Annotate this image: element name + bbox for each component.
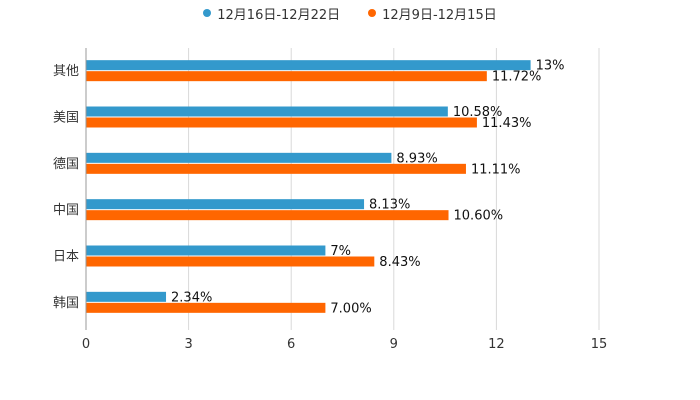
data-label-s2-4: 8.43%	[379, 255, 420, 270]
data-label-s1-2: 8.93%	[396, 151, 437, 166]
x-tick-label-1: 3	[184, 337, 192, 352]
y-category-label-2: 德国	[53, 157, 79, 172]
legend-label-series-2: 12月9日-12月15日	[382, 7, 497, 23]
legend-label-series-1: 12月16日-12月22日	[217, 7, 341, 23]
bar-s2-4	[86, 256, 375, 267]
y-category-label-3: 中国	[53, 203, 79, 218]
x-tick-label-4: 12	[488, 337, 505, 352]
bar-s1-2	[86, 152, 392, 163]
data-label-s2-1: 11.43%	[482, 116, 532, 131]
legend-marker-series-2	[368, 9, 377, 17]
legend-marker-series-1	[203, 9, 212, 17]
y-category-label-0: 其他	[53, 64, 79, 79]
y-category-label-5: 韩国	[53, 296, 79, 311]
x-tick-label-0: 0	[82, 337, 90, 352]
data-label-s2-3: 10.60%	[454, 209, 504, 224]
bar-s2-5	[86, 302, 326, 313]
y-category-label-1: 美国	[53, 111, 79, 126]
data-label-s1-4: 7%	[330, 244, 351, 259]
bar-s1-4	[86, 245, 326, 256]
data-label-s1-3: 8.13%	[369, 198, 410, 213]
x-tick-label-2: 6	[287, 337, 295, 352]
bar-s1-1	[86, 106, 448, 117]
x-tick-label-3: 9	[390, 337, 398, 352]
legend-item-series-1[interactable]: 12月16日-12月22日	[203, 4, 340, 23]
x-tick-label-5: 15	[591, 337, 608, 352]
bar-s2-2	[86, 163, 466, 174]
bar-s2-0	[86, 71, 487, 82]
data-label-s2-0: 11.72%	[492, 70, 542, 85]
data-label-s1-5: 2.34%	[171, 290, 212, 305]
legend-item-series-2[interactable]: 12月9日-12月15日	[368, 4, 497, 23]
bar-s2-1	[86, 117, 477, 128]
chart-legend: 12月16日-12月22日 12月9日-12月15日	[0, 2, 700, 24]
data-label-s1-1: 10.58%	[453, 105, 503, 120]
bar-s1-3	[86, 199, 365, 210]
bar-s1-0	[86, 60, 531, 71]
data-label-s1-0: 13%	[536, 59, 565, 74]
bar-s2-3	[86, 210, 449, 221]
data-label-s2-5: 7.00%	[330, 301, 371, 316]
data-label-s2-2: 11.11%	[471, 162, 521, 177]
y-category-label-4: 日本	[53, 250, 79, 265]
bar-s1-5	[86, 291, 167, 302]
